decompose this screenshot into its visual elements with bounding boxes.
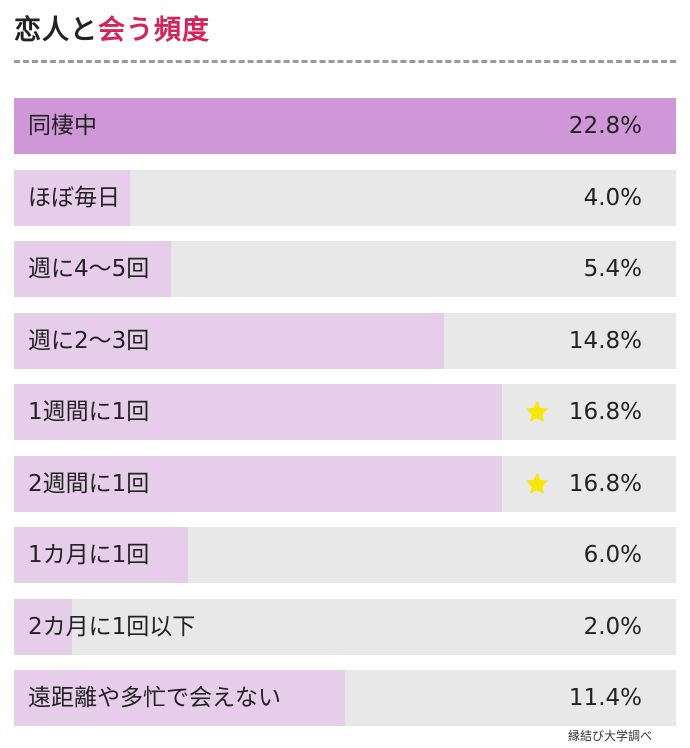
bar-label: 2週間に1回: [28, 470, 150, 497]
bar-value: 2.0%: [583, 613, 642, 640]
bar-label: 1週間に1回: [28, 399, 150, 425]
bar-row: 1週間に1回 16.8%: [14, 384, 676, 440]
bar-fill: [14, 598, 73, 655]
bar-row: ほぼ毎日 4.0%: [14, 169, 676, 226]
bar-row: 同棲中 22.8%: [14, 98, 676, 154]
bar-fill: [14, 98, 676, 154]
bar-value: 5.4%: [583, 256, 642, 282]
bar-label: 2カ月に1回以下: [28, 613, 196, 640]
bar-row: 2カ月に1回以下 2.0%: [14, 598, 676, 655]
bar-fill: [14, 527, 189, 583]
bar-label: 週に2〜3回: [28, 327, 150, 354]
bar-row: 2週間に1回 16.8%: [14, 455, 676, 512]
source-note: 縁結び大学調べ: [567, 729, 652, 743]
bar-row: 1カ月に1回 6.0%: [14, 527, 676, 583]
star-icon: [525, 472, 549, 494]
title-part-2: 会う頻度: [98, 15, 210, 46]
bar-fill: [14, 455, 502, 512]
bar-label: 同棲中: [28, 113, 97, 139]
bar-list: 同棲中 22.8% ほぼ毎日 4.0% 週に4〜5回 5.4% 週に2〜3回 14.8% 1週間…: [14, 98, 676, 742]
bar-label: 1カ月に1回: [28, 542, 150, 568]
chart-title: 恋人と会う頻度: [14, 8, 210, 47]
bar-fill: [14, 670, 345, 726]
bar-value: 11.4%: [568, 685, 642, 711]
bar-row: 遠距離や多忙で会えない 11.4%: [14, 670, 676, 726]
star-icon: [525, 400, 549, 422]
bar-fill: [14, 169, 131, 226]
bar-value: 4.0%: [583, 184, 642, 211]
bar-label: 週に4〜5回: [28, 256, 150, 282]
bar-value: 22.8%: [568, 113, 642, 139]
title-part-1: 恋人と: [14, 15, 98, 46]
bar-fill: [14, 241, 171, 297]
bar-label: ほぼ毎日: [28, 184, 120, 211]
bar-value: 16.8%: [568, 399, 642, 425]
bar-row: 週に2〜3回 14.8%: [14, 312, 676, 369]
bar-fill: [14, 384, 502, 440]
bar-row: 週に4〜5回 5.4%: [14, 241, 676, 297]
bar-value: 16.8%: [568, 470, 642, 497]
bar-value: 14.8%: [568, 327, 642, 354]
bar-value: 6.0%: [583, 542, 642, 568]
dashed-divider: [14, 60, 676, 63]
bar-label: 遠距離や多忙で会えない: [28, 685, 281, 711]
bar-fill: [14, 312, 444, 369]
